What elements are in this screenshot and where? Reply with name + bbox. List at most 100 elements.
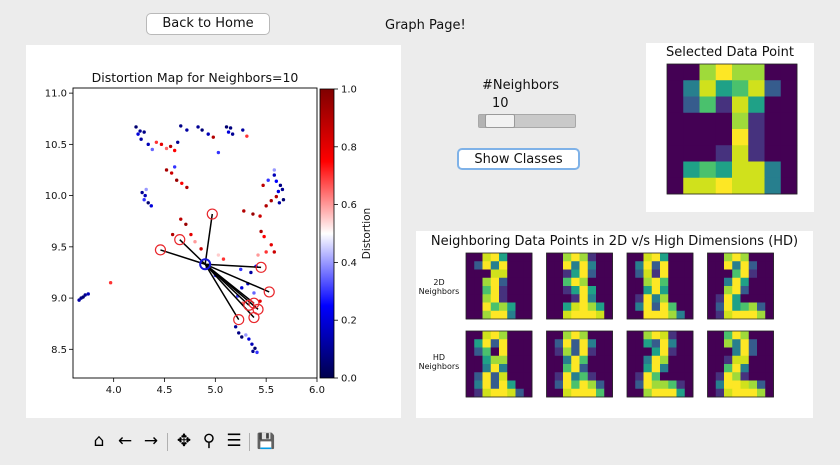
digit-pixel xyxy=(676,355,686,365)
digit-pixel xyxy=(676,372,686,381)
digit-pixel xyxy=(474,294,483,303)
digit-pixel xyxy=(740,355,750,365)
digit-pixel xyxy=(554,372,564,381)
data-point xyxy=(136,132,140,136)
digit-pixel xyxy=(643,372,653,381)
show-classes-button[interactable]: Show Classes xyxy=(457,148,580,170)
digit-pixel xyxy=(676,253,686,262)
data-point xyxy=(239,267,243,272)
digit-pixel xyxy=(554,380,564,390)
pan-icon[interactable]: ✥ xyxy=(176,431,192,451)
neighbor-2d-digit xyxy=(465,252,533,320)
forward-arrow-icon[interactable]: → xyxy=(143,431,159,451)
digit-pixel xyxy=(643,286,653,295)
zoom-icon[interactable]: ⚲ xyxy=(202,431,216,451)
data-point xyxy=(256,253,260,257)
digit-pixel xyxy=(563,355,572,365)
digit-pixel xyxy=(482,372,492,381)
digit-pixel xyxy=(563,310,572,320)
data-point xyxy=(258,214,262,218)
data-point xyxy=(274,179,279,183)
digit-pixel xyxy=(707,347,717,357)
plot-frame xyxy=(72,87,318,379)
digit-pixel xyxy=(579,302,589,312)
digit-frame xyxy=(626,330,694,398)
digit-pixel xyxy=(707,261,717,270)
digit-pixel xyxy=(466,347,475,357)
digit-pixel xyxy=(732,286,741,295)
digit-pixel xyxy=(490,277,500,287)
digit-pixel xyxy=(474,310,483,320)
digit-pixel xyxy=(635,380,644,390)
data-point xyxy=(224,125,229,129)
digit-pixel xyxy=(707,339,717,348)
digit-pixel xyxy=(587,364,597,373)
digit-pixel xyxy=(635,277,644,287)
neighbor-hd-digit xyxy=(465,330,533,398)
digit-pixel xyxy=(765,269,774,279)
neighbor-ring xyxy=(233,313,245,326)
digit-pixel xyxy=(554,277,564,287)
neighbor-2d-digit xyxy=(626,252,694,320)
digit-pixel xyxy=(732,177,749,195)
digit-pixel xyxy=(515,380,525,390)
digit-pixel xyxy=(667,161,684,179)
digit-pixel xyxy=(667,64,684,81)
data-point xyxy=(227,260,232,264)
digit-pixel xyxy=(764,80,782,97)
back-arrow-icon[interactable]: ← xyxy=(117,431,133,451)
data-point xyxy=(169,171,174,175)
digit-pixel xyxy=(748,96,765,114)
digit-pixel xyxy=(699,129,717,146)
digit-pixel xyxy=(715,286,725,295)
digit-pixel xyxy=(757,310,766,320)
data-point xyxy=(261,183,265,188)
digit-pixel xyxy=(596,331,605,340)
digit-pixel xyxy=(732,253,741,262)
digit-pixel xyxy=(715,80,733,97)
distortion-map-chart[interactable]: Distortion Map for Neighbors=10 4.0 4.5 5.0… xyxy=(26,45,401,418)
digit-pixel xyxy=(715,277,725,287)
digit-pixel xyxy=(563,388,572,398)
digit-pixel xyxy=(684,277,694,287)
digit-pixel xyxy=(604,294,613,303)
digit-pixel xyxy=(667,96,684,114)
save-icon[interactable]: 💾 xyxy=(256,432,276,450)
x-tick-label: 5.0 xyxy=(207,385,223,396)
data-point xyxy=(241,128,245,132)
x-tick-label: 6.0 xyxy=(309,385,325,396)
digit-pixel xyxy=(660,355,669,365)
digit-pixel xyxy=(604,277,613,287)
digit-pixel xyxy=(499,310,508,320)
digit-pixel xyxy=(748,388,758,398)
digit-pixel xyxy=(515,355,525,365)
neighbor-ring xyxy=(154,244,167,256)
digit-pixel xyxy=(523,331,533,340)
digit-pixel xyxy=(732,355,741,365)
digit-pixel xyxy=(707,355,717,365)
digit-pixel xyxy=(715,261,725,270)
digit-pixel xyxy=(482,339,492,348)
configure-subplots-icon[interactable]: ☰ xyxy=(226,431,242,451)
digit-pixel xyxy=(546,372,556,381)
neighbor-2d-digit xyxy=(707,252,774,320)
digit-pixel xyxy=(579,388,589,398)
digit-pixel xyxy=(757,302,766,312)
data-point xyxy=(200,128,204,132)
digit-pixel xyxy=(635,347,644,357)
digit-pixel xyxy=(466,331,475,340)
data-point xyxy=(245,134,249,138)
digit-pixel xyxy=(748,347,758,357)
digit-pixel xyxy=(732,277,741,287)
digit-pixel xyxy=(732,261,741,270)
neighbor-digit-images xyxy=(465,252,774,398)
digit-pixel xyxy=(676,294,686,303)
digit-pixel xyxy=(546,310,556,320)
data-point xyxy=(149,204,153,208)
neighbors-slider[interactable] xyxy=(478,114,576,128)
home-icon[interactable]: ⌂ xyxy=(93,431,105,451)
slider-handle[interactable] xyxy=(485,114,515,128)
digit-pixel xyxy=(684,269,694,279)
digit-pixel xyxy=(748,129,765,146)
back-to-home-button[interactable]: Back to Home xyxy=(146,13,270,35)
